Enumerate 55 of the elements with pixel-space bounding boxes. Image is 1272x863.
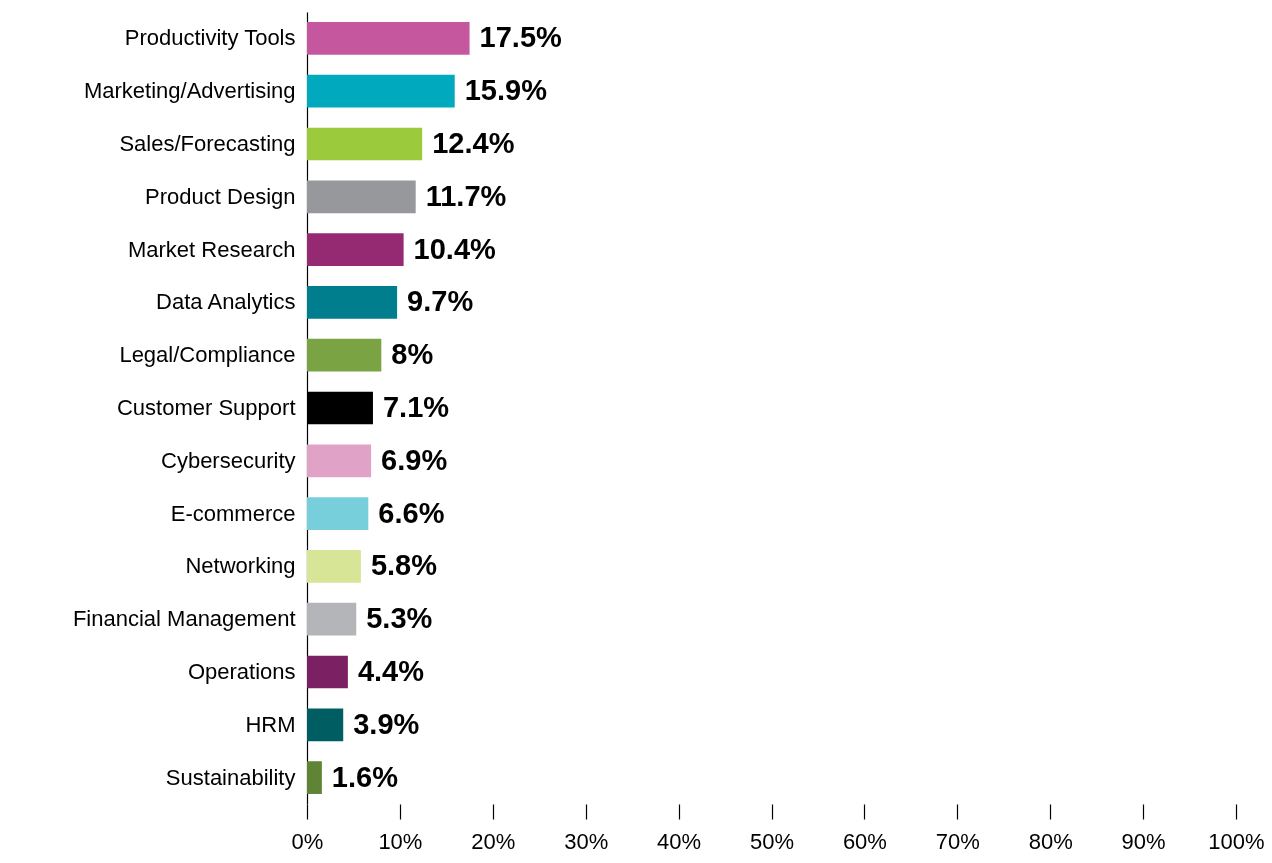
y-tick-label: Marketing/Advertising (83, 78, 296, 104)
bar (307, 708, 344, 742)
bar (307, 233, 404, 266)
x-tick-label: 90% (1121, 828, 1166, 854)
data-label: 6.9% (381, 443, 448, 476)
x-tick-label: 20% (471, 828, 516, 854)
y-tick-label: HRM (245, 711, 296, 737)
x-tick-label: 60% (842, 828, 887, 854)
data-label: 5.3% (366, 602, 433, 635)
y-tick-label: E-commerce (170, 500, 296, 526)
y-tick-label: Productivity Tools (124, 25, 296, 51)
data-label: 9.7% (407, 285, 474, 318)
data-label: 12.4% (432, 127, 515, 159)
y-tick-label: Cybersecurity (161, 447, 296, 473)
x-tick-label: 40% (657, 828, 702, 854)
bar (307, 761, 322, 794)
y-tick-label: Customer Support (116, 395, 296, 420)
bar (307, 22, 470, 55)
y-tick-label: Data Analytics (156, 289, 296, 315)
data-label: 10.4% (413, 232, 497, 265)
y-tick-label: Market Research (127, 236, 296, 262)
bar (307, 180, 416, 214)
y-tick-label: Legal/Compliance (119, 342, 296, 368)
x-tick-label: 10% (378, 828, 423, 854)
data-label: 1.6% (331, 760, 399, 793)
bar (307, 127, 423, 161)
y-tick-label: Operations (187, 659, 296, 684)
bar (307, 655, 348, 689)
data-label: 8% (391, 338, 434, 371)
data-label: 3.9% (353, 707, 420, 740)
data-label: 15.9% (464, 74, 548, 107)
bar (307, 338, 382, 372)
x-tick-label: 80% (1028, 828, 1073, 854)
bar (307, 286, 398, 319)
x-tick-label: 100% (1208, 828, 1265, 854)
y-tick-label: Networking (185, 553, 296, 579)
y-tick-label: Sustainability (165, 764, 296, 790)
x-tick-label: 70% (935, 828, 980, 854)
data-label: 5.8% (370, 549, 438, 582)
bar (307, 602, 357, 636)
bar (307, 550, 361, 583)
x-tick-label: 0% (291, 828, 324, 854)
data-label: 4.4% (357, 655, 425, 687)
data-label: 17.5% (479, 21, 563, 54)
y-tick-label: Product Design (145, 183, 296, 209)
y-tick-label: Financial Management (72, 606, 296, 632)
data-label: 7.1% (382, 391, 450, 423)
bar (307, 444, 372, 478)
x-tick-label: 30% (564, 828, 609, 854)
x-tick-label: 50% (749, 828, 795, 854)
bar (307, 497, 369, 530)
y-tick-label: Sales/Forecasting (119, 131, 296, 156)
bar (307, 74, 455, 108)
data-label: 11.7% (425, 179, 507, 212)
data-label: 6.6% (378, 496, 445, 529)
